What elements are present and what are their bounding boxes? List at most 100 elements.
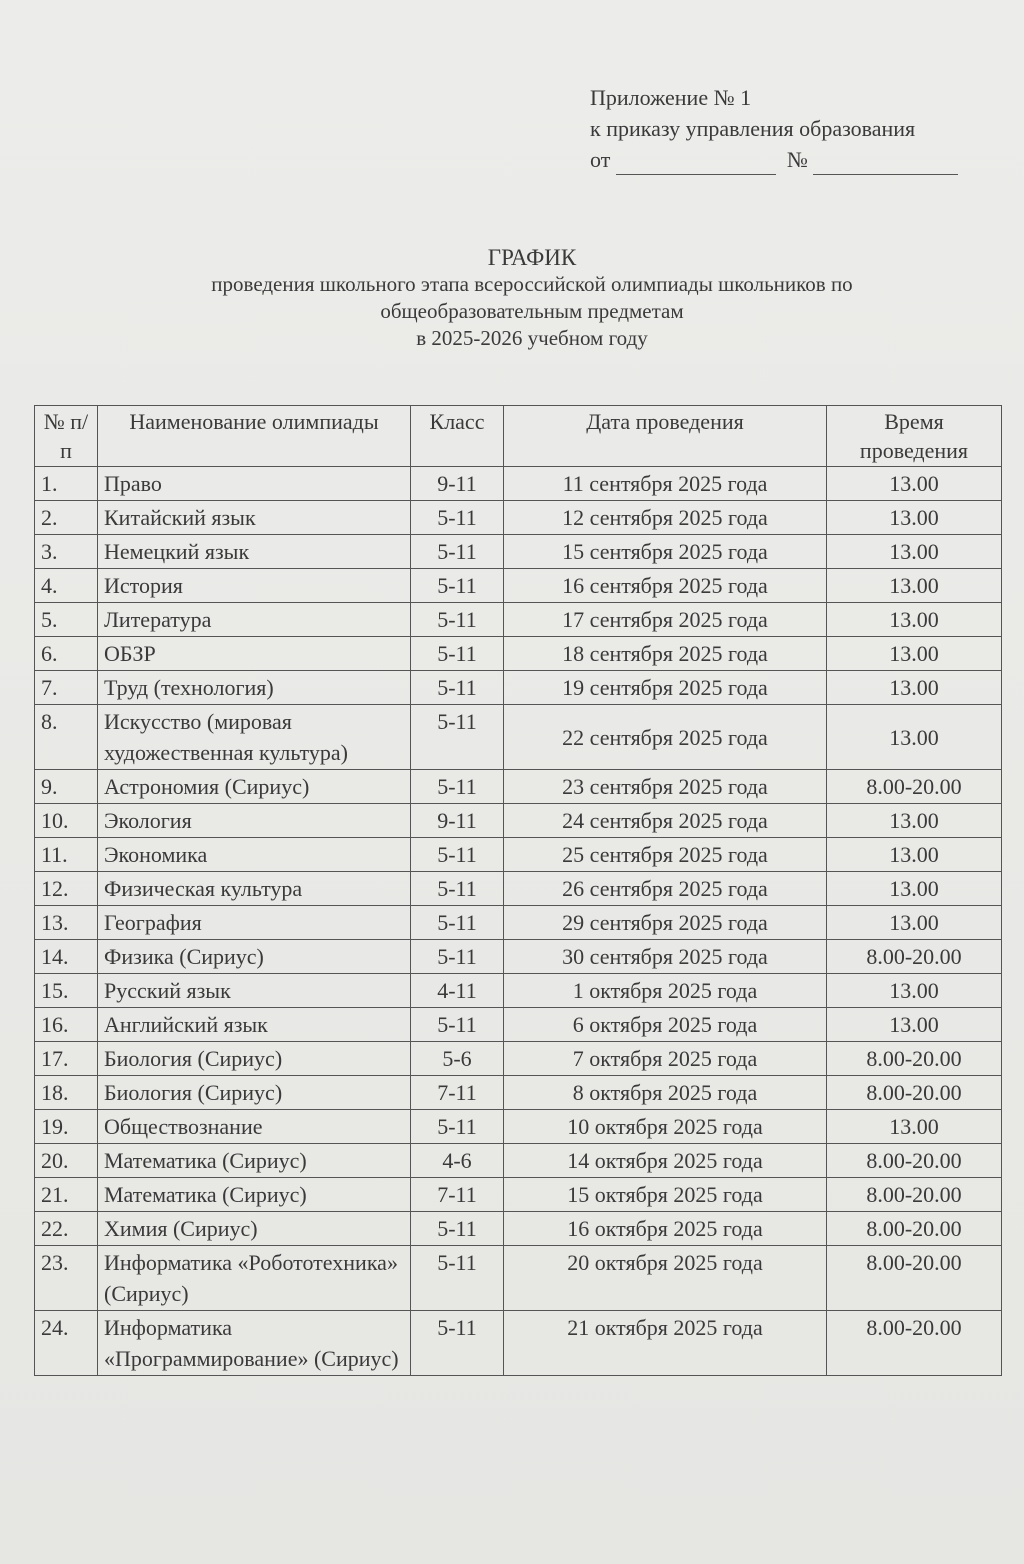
class-range: 5-11	[410, 636, 504, 671]
number-blank	[813, 152, 959, 175]
class-range: 5-6	[410, 1041, 504, 1076]
row-number: 1.	[34, 466, 98, 501]
table-row: 10. Экология 9-11 24 сентября 2025 года 13.0…	[34, 803, 1002, 838]
class-range: 5-11	[410, 837, 504, 872]
olympiad-name: Немецкий язык	[97, 534, 411, 569]
document-title: ГРАФИК проведения школьного этапа всерос…	[211, 245, 853, 350]
date: 29 сентября 2025 года	[503, 905, 827, 940]
olympiad-name: Информатика «Робототехника» (Сириус)	[97, 1245, 411, 1311]
table-row: 21. Математика (Сириус) 7-11 15 октября 202…	[34, 1177, 1002, 1212]
date: 25 сентября 2025 года	[503, 837, 827, 872]
row-number: 8.	[34, 704, 98, 770]
class-range: 5-11	[410, 704, 504, 770]
row-number: 11.	[34, 837, 98, 872]
schedule-table: № п/п Наименование олимпиады Класс Дата …	[34, 405, 1002, 1376]
table-row: 6. ОБЗР 5-11 18 сентября 2025 года 13.00	[34, 636, 1002, 671]
row-number: 21.	[34, 1177, 98, 1212]
order-date-line: от №	[590, 144, 959, 175]
time: 8.00-20.00	[826, 1310, 1002, 1376]
table-row: 12. Физическая культура 5-11 26 сентября 20…	[34, 871, 1002, 906]
olympiad-name: Обществознание	[97, 1109, 411, 1144]
table-row: 9. Астрономия (Сириус) 5-11 23 сентября 202…	[34, 769, 1002, 804]
olympiad-name: Английский язык	[97, 1007, 411, 1042]
class-range: 4-6	[410, 1143, 504, 1178]
time: 8.00-20.00	[826, 939, 1002, 974]
header-number: № п/п	[34, 405, 98, 467]
table-row: 8. Искусство (мировая художественная куль…	[34, 704, 1002, 770]
olympiad-name: Труд (технология)	[97, 670, 411, 705]
time: 8.00-20.00	[826, 1245, 1002, 1311]
olympiad-name: Искусство (мировая художественная культу…	[97, 704, 411, 770]
date: 24 сентября 2025 года	[503, 803, 827, 838]
time: 13.00	[826, 466, 1002, 501]
class-range: 7-11	[410, 1075, 504, 1110]
table-row: 16. Английский язык 5-11 6 октября 2025 год…	[34, 1007, 1002, 1042]
table-row: 5. Литература 5-11 17 сентября 2025 года 13.…	[34, 602, 1002, 637]
class-range: 5-11	[410, 769, 504, 804]
appendix-order: к приказу управления образования	[590, 116, 916, 141]
olympiad-name: Математика (Сириус)	[97, 1177, 411, 1212]
row-number: 22.	[34, 1211, 98, 1246]
date: 18 сентября 2025 года	[503, 636, 827, 671]
olympiad-name: Физическая культура	[97, 871, 411, 906]
row-number: 18.	[34, 1075, 98, 1110]
date: 23 сентября 2025 года	[503, 769, 827, 804]
class-range: 5-11	[410, 905, 504, 940]
table-row: 11. Экономика 5-11 25 сентября 2025 года 13.…	[34, 837, 1002, 872]
time: 13.00	[826, 1007, 1002, 1042]
table-row: 7. Труд (технология) 5-11 19 сентября 2025 …	[34, 670, 1002, 705]
header-date: Дата проведения	[503, 405, 827, 467]
olympiad-name: Биология (Сириус)	[97, 1041, 411, 1076]
olympiad-name: Химия (Сириус)	[97, 1211, 411, 1246]
row-number: 2.	[34, 500, 98, 535]
table-row: 3. Немецкий язык 5-11 15 сентября 2025 года…	[34, 534, 1002, 569]
row-number: 7.	[34, 670, 98, 705]
date: 12 сентября 2025 года	[503, 500, 827, 535]
class-range: 5-11	[410, 602, 504, 637]
date: 15 октября 2025 года	[503, 1177, 827, 1212]
date: 14 октября 2025 года	[503, 1143, 827, 1178]
table-row: 13. География 5-11 29 сентября 2025 года 13.…	[34, 905, 1002, 940]
date: 19 сентября 2025 года	[503, 670, 827, 705]
time: 13.00	[826, 973, 1002, 1008]
row-number: 10.	[34, 803, 98, 838]
date: 16 октября 2025 года	[503, 1211, 827, 1246]
time: 8.00-20.00	[826, 769, 1002, 804]
row-number: 4.	[34, 568, 98, 603]
time: 8.00-20.00	[826, 1177, 1002, 1212]
class-range: 5-11	[410, 500, 504, 535]
table-row: 15. Русский язык 4-11 1 октября 2025 года 13…	[34, 973, 1002, 1008]
time: 13.00	[826, 500, 1002, 535]
date: 26 сентября 2025 года	[503, 871, 827, 906]
class-range: 7-11	[410, 1177, 504, 1212]
date: 16 сентября 2025 года	[503, 568, 827, 603]
row-number: 15.	[34, 973, 98, 1008]
row-number: 9.	[34, 769, 98, 804]
time: 13.00	[826, 602, 1002, 637]
table-row: 14. Физика (Сириус) 5-11 30 сентября 2025 г…	[34, 939, 1002, 974]
olympiad-name: ОБЗР	[97, 636, 411, 671]
row-number: 13.	[34, 905, 98, 940]
date: 8 октября 2025 года	[503, 1075, 827, 1110]
header-time: Время проведения	[826, 405, 1002, 467]
row-number: 14.	[34, 939, 98, 974]
time: 8.00-20.00	[826, 1211, 1002, 1246]
table-row: 24. Информатика «Программирование» (Сириу…	[34, 1310, 1002, 1376]
table-row: 1. Право 9-11 11 сентября 2025 года 13.00	[34, 466, 1002, 501]
time: 13.00	[826, 905, 1002, 940]
header-class: Класс	[410, 405, 504, 467]
table-row: 2. Китайский язык 5-11 12 сентября 2025 год…	[34, 500, 1002, 535]
class-range: 4-11	[410, 973, 504, 1008]
olympiad-name: Информатика «Программирование» (Сириус)	[97, 1310, 411, 1376]
row-number: 20.	[34, 1143, 98, 1178]
row-number: 3.	[34, 534, 98, 569]
time: 13.00	[826, 670, 1002, 705]
class-range: 5-11	[410, 871, 504, 906]
date: 11 сентября 2025 года	[503, 466, 827, 501]
class-range: 5-11	[410, 568, 504, 603]
olympiad-name: Биология (Сириус)	[97, 1075, 411, 1110]
class-range: 5-11	[410, 670, 504, 705]
time: 8.00-20.00	[826, 1143, 1002, 1178]
row-number: 6.	[34, 636, 98, 671]
time: 13.00	[826, 568, 1002, 603]
